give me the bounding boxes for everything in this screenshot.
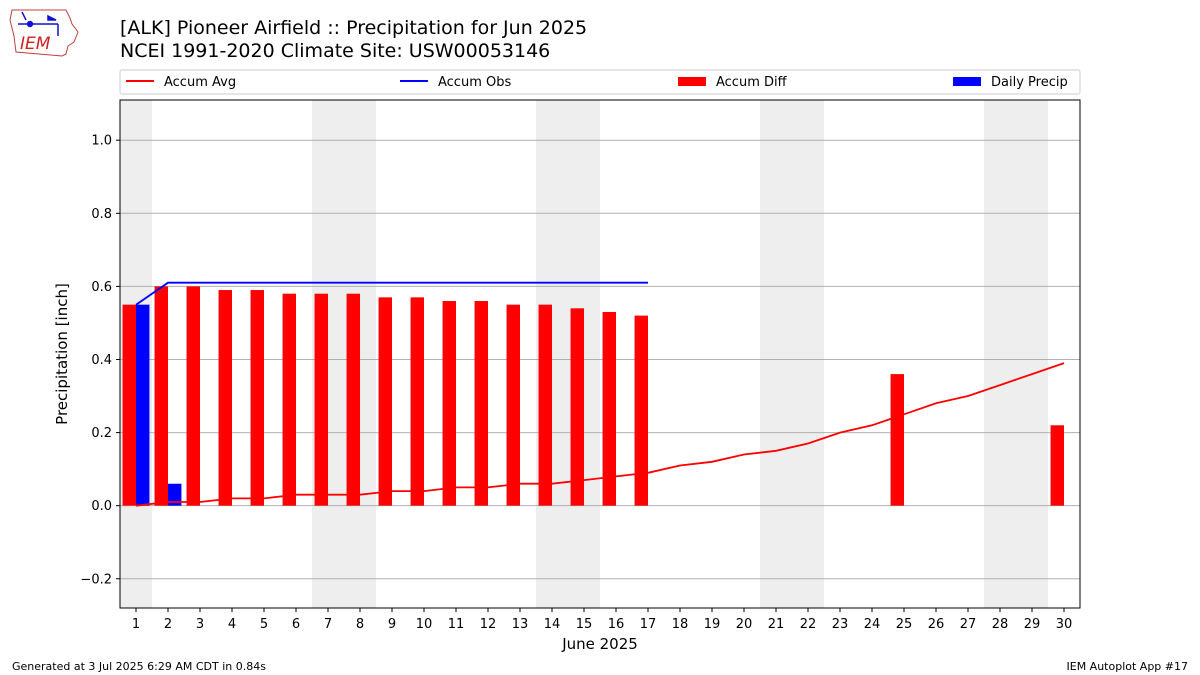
x-tick-label: 25 xyxy=(896,617,913,632)
y-tick-label: 0.4 xyxy=(91,353,112,368)
y-tick-label: −0.2 xyxy=(80,572,112,587)
accum-diff-bar xyxy=(1050,425,1064,506)
y-tick-label: 0.8 xyxy=(91,207,112,222)
legend-box xyxy=(119,69,1081,95)
accum-diff-bar xyxy=(346,293,360,506)
x-tick-label: 5 xyxy=(260,617,268,632)
legend-label: Daily Precip xyxy=(991,75,1068,90)
x-tick-label: 20 xyxy=(736,617,753,632)
x-tick-label: 23 xyxy=(832,617,849,632)
generated-note: Generated at 3 Jul 2025 6:29 AM CDT in 0… xyxy=(12,660,266,673)
daily-precip-bar xyxy=(168,483,182,506)
accum-diff-bar xyxy=(890,374,904,506)
logo-text: IEM xyxy=(20,34,51,54)
accum-diff-bar xyxy=(602,311,616,506)
y-tick-label: 0.6 xyxy=(91,280,112,295)
chart-title: [ALK] Pioneer Airfield :: Precipitation … xyxy=(120,17,588,39)
accum-diff-bar xyxy=(538,304,552,506)
legend-bar-marker xyxy=(953,77,981,86)
accum-diff-bar xyxy=(570,308,584,506)
x-tick-label: 11 xyxy=(448,617,465,632)
x-tick-label: 26 xyxy=(928,617,945,632)
accum-diff-bar xyxy=(474,301,488,506)
x-tick-label: 9 xyxy=(388,617,396,632)
x-tick-label: 7 xyxy=(324,617,332,632)
daily-precip-bar xyxy=(136,304,150,506)
iem-logo: IEM xyxy=(9,9,79,57)
y-tick-label: 0.0 xyxy=(91,499,112,514)
accum-diff-bar xyxy=(282,293,296,506)
iowa-outline-icon xyxy=(9,9,79,57)
y-tick-label: 1.0 xyxy=(91,134,112,149)
weekend-shade xyxy=(792,100,824,608)
y-axis-label: Precipitation [inch] xyxy=(53,283,71,425)
app-note: IEM Autoplot App #17 xyxy=(1066,660,1189,673)
accum-diff-bar xyxy=(250,290,264,506)
legend-label: Accum Avg xyxy=(164,75,236,90)
x-tick-label: 17 xyxy=(640,617,657,632)
x-tick-label: 24 xyxy=(864,617,881,632)
x-tick-label: 21 xyxy=(768,617,785,632)
accum-diff-bar xyxy=(442,301,456,506)
x-tick-label: 10 xyxy=(416,617,433,632)
x-tick-label: 30 xyxy=(1056,617,1073,632)
accum-obs-line xyxy=(135,281,648,306)
accum-avg-line xyxy=(135,362,1065,507)
x-tick-label: 19 xyxy=(704,617,721,632)
weather-station-icon xyxy=(18,11,59,36)
accum-diff-bar xyxy=(378,297,392,506)
x-tick-label: 28 xyxy=(992,617,1009,632)
x-tick-label: 4 xyxy=(228,617,236,632)
x-tick-label: 22 xyxy=(800,617,817,632)
accum-diff-bar xyxy=(186,286,200,506)
accum-diff-bar xyxy=(218,290,232,506)
chart-subtitle: NCEI 1991-2020 Climate Site: USW00053146 xyxy=(120,40,551,62)
x-axis-label: June 2025 xyxy=(561,635,638,653)
legend: Accum Avg Accum Obs Accum Diff Daily Precip xyxy=(119,69,1081,95)
weekend-shade xyxy=(1016,100,1048,608)
x-tick-label: 29 xyxy=(1024,617,1041,632)
accum-diff-bar xyxy=(410,297,424,506)
accum-diff-bar xyxy=(506,304,520,506)
x-tick-label: 15 xyxy=(576,617,593,632)
x-tick-label: 14 xyxy=(544,617,561,632)
x-tick-label: 13 xyxy=(512,617,529,632)
plot-frame xyxy=(119,99,1081,609)
x-tick-label: 16 xyxy=(608,617,625,632)
accum-diff-bar xyxy=(314,293,328,506)
legend-label: Accum Obs xyxy=(438,75,511,90)
weekend-shade xyxy=(760,100,792,608)
weekend-shade xyxy=(984,100,1016,608)
legend-bar-marker xyxy=(678,77,706,86)
legend-label: Accum Diff xyxy=(716,75,788,90)
x-tick-label: 8 xyxy=(356,617,364,632)
accum-diff-bar xyxy=(122,304,136,506)
x-tick-label: 27 xyxy=(960,617,977,632)
x-tick-label: 18 xyxy=(672,617,689,632)
x-tick-label: 3 xyxy=(196,617,204,632)
accum-diff-bar xyxy=(154,286,168,506)
x-tick-label: 12 xyxy=(480,617,497,632)
x-tick-label: 2 xyxy=(164,617,172,632)
x-tick-label: 6 xyxy=(292,617,300,632)
y-tick-label: 0.2 xyxy=(91,426,112,441)
x-tick-label: 1 xyxy=(132,617,140,632)
accum-diff-bar xyxy=(634,315,648,506)
